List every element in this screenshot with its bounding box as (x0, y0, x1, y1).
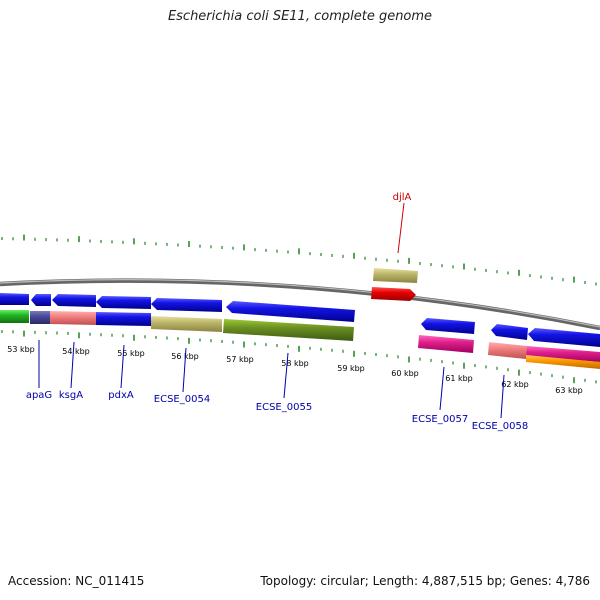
gene-label-ecse-0057: ECSE_0057 (412, 414, 468, 425)
leader-pdxA (120, 344, 125, 389)
djlA-gene-box (373, 268, 418, 283)
gene-arrow-0054-upper (96, 296, 151, 309)
tick-label-63: 63 kbp (555, 386, 583, 395)
gene-label-ecse-0058: ECSE_0058 (472, 421, 528, 432)
gene-label-ksgA: ksgA (59, 390, 83, 401)
gene-bar-slate (30, 311, 50, 324)
tick-label-61: 61 kbp (445, 374, 473, 383)
topology-text: Topology: circular; Length: 4,887,515 bp… (260, 574, 590, 588)
leader-0057 (439, 366, 445, 411)
gene-bar-blue-pdxA (96, 312, 151, 326)
gene-bar-khaki (151, 316, 222, 332)
tick-label-53: 53 kbp (7, 345, 35, 354)
gene-label-pdxA: pdxA (108, 390, 134, 401)
djlA-gene-arrow (371, 287, 416, 301)
tick-label-60: 60 kbp (391, 369, 419, 378)
gene-arrow-pdxA-upper (52, 294, 96, 307)
gene-bar-orange-right (526, 355, 600, 369)
leader-0055 (283, 352, 289, 399)
outer-tick-ring (1, 234, 597, 286)
accession-text: Accession: NC_011415 (8, 574, 145, 588)
leader-djlA (397, 202, 405, 254)
tick-label-55: 55 kbp (117, 349, 145, 358)
gene-bar-salmon (50, 311, 96, 325)
tick-label-58: 58 kbp (281, 359, 309, 368)
genome-title: Escherichia coli SE11, complete genome (167, 9, 433, 24)
genome-backbone-highlight (0, 279, 600, 328)
tick-label-59: 59 kbp (337, 364, 365, 373)
gene-bar-olive (223, 319, 354, 341)
gene-arrow-0056-upper (226, 301, 355, 322)
gene-label-djlA: djlA (393, 192, 412, 203)
gene-arrow-right-upper (528, 328, 600, 347)
gene-labels: djlA apaG ksgA pdxA ECSE_0054 ECSE_0055 … (26, 192, 528, 432)
tick-label-62: 62 kbp (501, 380, 529, 389)
gene-bar-magenta-0057 (418, 335, 474, 353)
tick-label-54: 54 kbp (62, 347, 90, 356)
gene-arrow-ksgA-upper (31, 294, 51, 306)
gene-bar-magenta-right (526, 346, 600, 362)
label-leader-lines (38, 202, 505, 419)
gene-label-apaG: apaG (26, 390, 52, 401)
gene-arrow-0055-upper (151, 298, 222, 312)
tick-label-57: 57 kbp (226, 355, 254, 364)
gene-arrow-0058-upper (491, 324, 528, 340)
gene-bar-salmon-0058 (488, 342, 527, 359)
gene-label-ecse-0054: ECSE_0054 (154, 394, 210, 405)
leader-ksgA (70, 341, 75, 389)
inner-tick-ring (1, 330, 597, 384)
leader-0054 (182, 347, 187, 393)
genome-backbone (0, 278, 600, 331)
gene-bar-green (0, 310, 29, 323)
leader-0058 (500, 374, 505, 419)
gene-label-ecse-0055: ECSE_0055 (256, 402, 312, 413)
gene-arrow-0057-upper (421, 318, 475, 334)
gene-arrow-apaG-upper (0, 293, 29, 305)
